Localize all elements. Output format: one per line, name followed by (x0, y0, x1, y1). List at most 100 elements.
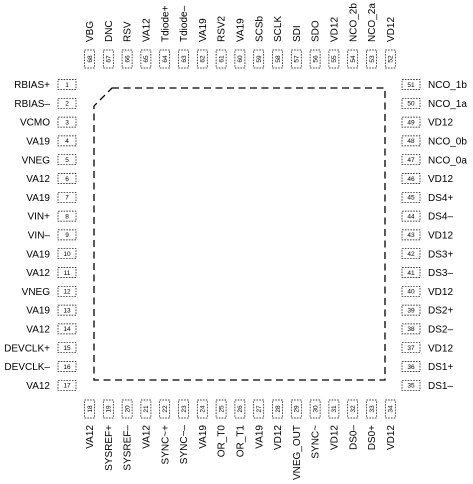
pin-pad (401, 79, 421, 90)
pin-name: RBIAS– (14, 99, 50, 110)
pin-name: DS0+ (367, 425, 378, 450)
pin-bottom-20: 20 SYSREF– (121, 399, 134, 471)
pin-number: 23 (181, 405, 188, 413)
pin-number: 48 (407, 138, 415, 145)
pin-pad (401, 116, 421, 128)
pin-pad (140, 49, 152, 69)
pin-number: 55 (331, 55, 338, 63)
pin-number: 51 (407, 82, 415, 89)
pin-top-52: 52 VD12 (384, 17, 397, 69)
pin-name: VIN+ (27, 212, 50, 223)
pin-pad (121, 399, 133, 419)
pin-name: OR_T0 (217, 425, 228, 458)
pin-name: VA19 (236, 18, 247, 42)
pin-bottom-18: 18 VA12 (84, 399, 96, 449)
pin-top-57: 57 SDI (290, 25, 303, 69)
pin-pad (384, 399, 396, 419)
pin-top-61: 61 RSV2 (215, 15, 228, 69)
pins-left-side: 1 RBIAS+ 2 RBIAS– 3 VCMO 4 VA19 5 VNEG 6 VA12 7 VA19 8… (4, 79, 77, 392)
pin-pad (290, 399, 302, 419)
pin-number: 16 (63, 364, 71, 371)
pin-number: 7 (65, 195, 69, 202)
pin-bottom-22: 22 SYNC~+ (159, 399, 171, 465)
pin-pad (84, 49, 95, 69)
pin-pad (401, 154, 421, 166)
pin-number: 29 (294, 405, 301, 413)
pin-pad (57, 173, 77, 184)
pin-pad (57, 379, 77, 391)
pin-name: DNC (104, 20, 115, 42)
pin-pad (57, 191, 77, 203)
pin-pad (253, 49, 265, 69)
pin-number: 30 (312, 405, 319, 413)
pin-number: 24 (200, 405, 207, 413)
pin-bottom-31: 31 VD12 (328, 399, 341, 450)
pin-number: 46 (407, 176, 415, 183)
pin-top-65: 65 VA12 (140, 18, 153, 69)
pin-number: 36 (407, 364, 415, 371)
pin-pad (401, 304, 421, 316)
pin-top-67: 67 DNC (102, 20, 115, 69)
pin-left-4: 4 VA19 (26, 135, 77, 148)
pin-number: 57 (294, 55, 301, 63)
pin-name: VA19 (26, 193, 50, 204)
pin-right-37: 37 VD12 (401, 342, 453, 354)
pin-pad (347, 49, 359, 69)
pin-name: VD12 (428, 174, 453, 185)
pin-name: SYNC~+ (160, 425, 171, 465)
pin-pad (196, 49, 208, 69)
pin-number: 62 (200, 55, 207, 63)
pin-bottom-30: 30 SYNC~ (309, 399, 322, 459)
pin-right-49: 49 VD12 (401, 116, 453, 129)
pin-name: SYNC~ (311, 425, 322, 459)
pin-number: 39 (407, 307, 415, 314)
pin-left-8: 8 VIN+ (27, 210, 77, 223)
pin-number: 47 (407, 157, 415, 164)
pin-name: DS1+ (428, 362, 453, 373)
pin-name: DS2+ (428, 306, 453, 317)
pin-pad (84, 399, 95, 419)
pin-right-39: 39 DS2+ (401, 304, 453, 317)
pin-name: VA19 (198, 18, 209, 42)
pin-number: 19 (106, 405, 113, 413)
pin-name: SYNC~– (179, 425, 190, 465)
pin-name: NCO_2b (348, 3, 359, 42)
pin-left-15: 15 DEVCLK+ (4, 342, 77, 354)
pin-name: OR_T1 (236, 425, 247, 458)
pin-number: 45 (407, 195, 415, 202)
pin-number: 26 (237, 405, 244, 413)
pin-number: 3 (65, 119, 69, 126)
pin-name: VA12 (26, 174, 50, 185)
pin-number: 12 (63, 289, 71, 296)
pin-name: RSV2 (217, 15, 228, 42)
pin-right-41: 41 DS3– (401, 267, 453, 279)
pin-number: 63 (181, 55, 188, 63)
pin-pad (401, 248, 421, 260)
pin-top-66: 66 RSV (121, 21, 134, 69)
pin-number: 28 (275, 405, 282, 413)
pin-number: 49 (407, 119, 415, 126)
pin-pad (290, 49, 302, 69)
pin-number: 41 (407, 270, 415, 277)
pin-right-46: 46 VD12 (401, 173, 453, 185)
pin-right-43: 43 VD12 (401, 229, 453, 242)
pin-number: 5 (65, 157, 69, 164)
pin-name: VA12 (142, 425, 153, 449)
pins-right-side: 51 NCO_1b 50 NCO_1a 49 VD12 48 NCO_0b 47 NCO_0a 46… (401, 79, 467, 392)
pin-pad (57, 116, 77, 128)
pin-number: 33 (369, 405, 376, 413)
pin-top-59: 59 SCSb (253, 15, 265, 69)
pin-pad (57, 323, 77, 335)
pin-left-3: 3 VCMO (20, 116, 77, 129)
pin-right-35: 35 DS1– (401, 379, 453, 392)
pin-pad (309, 399, 321, 419)
pin-pad (366, 49, 377, 69)
pin-name: SCLK (273, 16, 284, 42)
pin-name: NCO_1a (428, 99, 467, 110)
pin-top-56: 56 SDO (309, 20, 322, 69)
pin-pad (253, 399, 265, 419)
pin-name: VD12 (428, 118, 453, 129)
pin-pad (401, 285, 421, 297)
pin-name: NCO_1b (428, 80, 467, 91)
